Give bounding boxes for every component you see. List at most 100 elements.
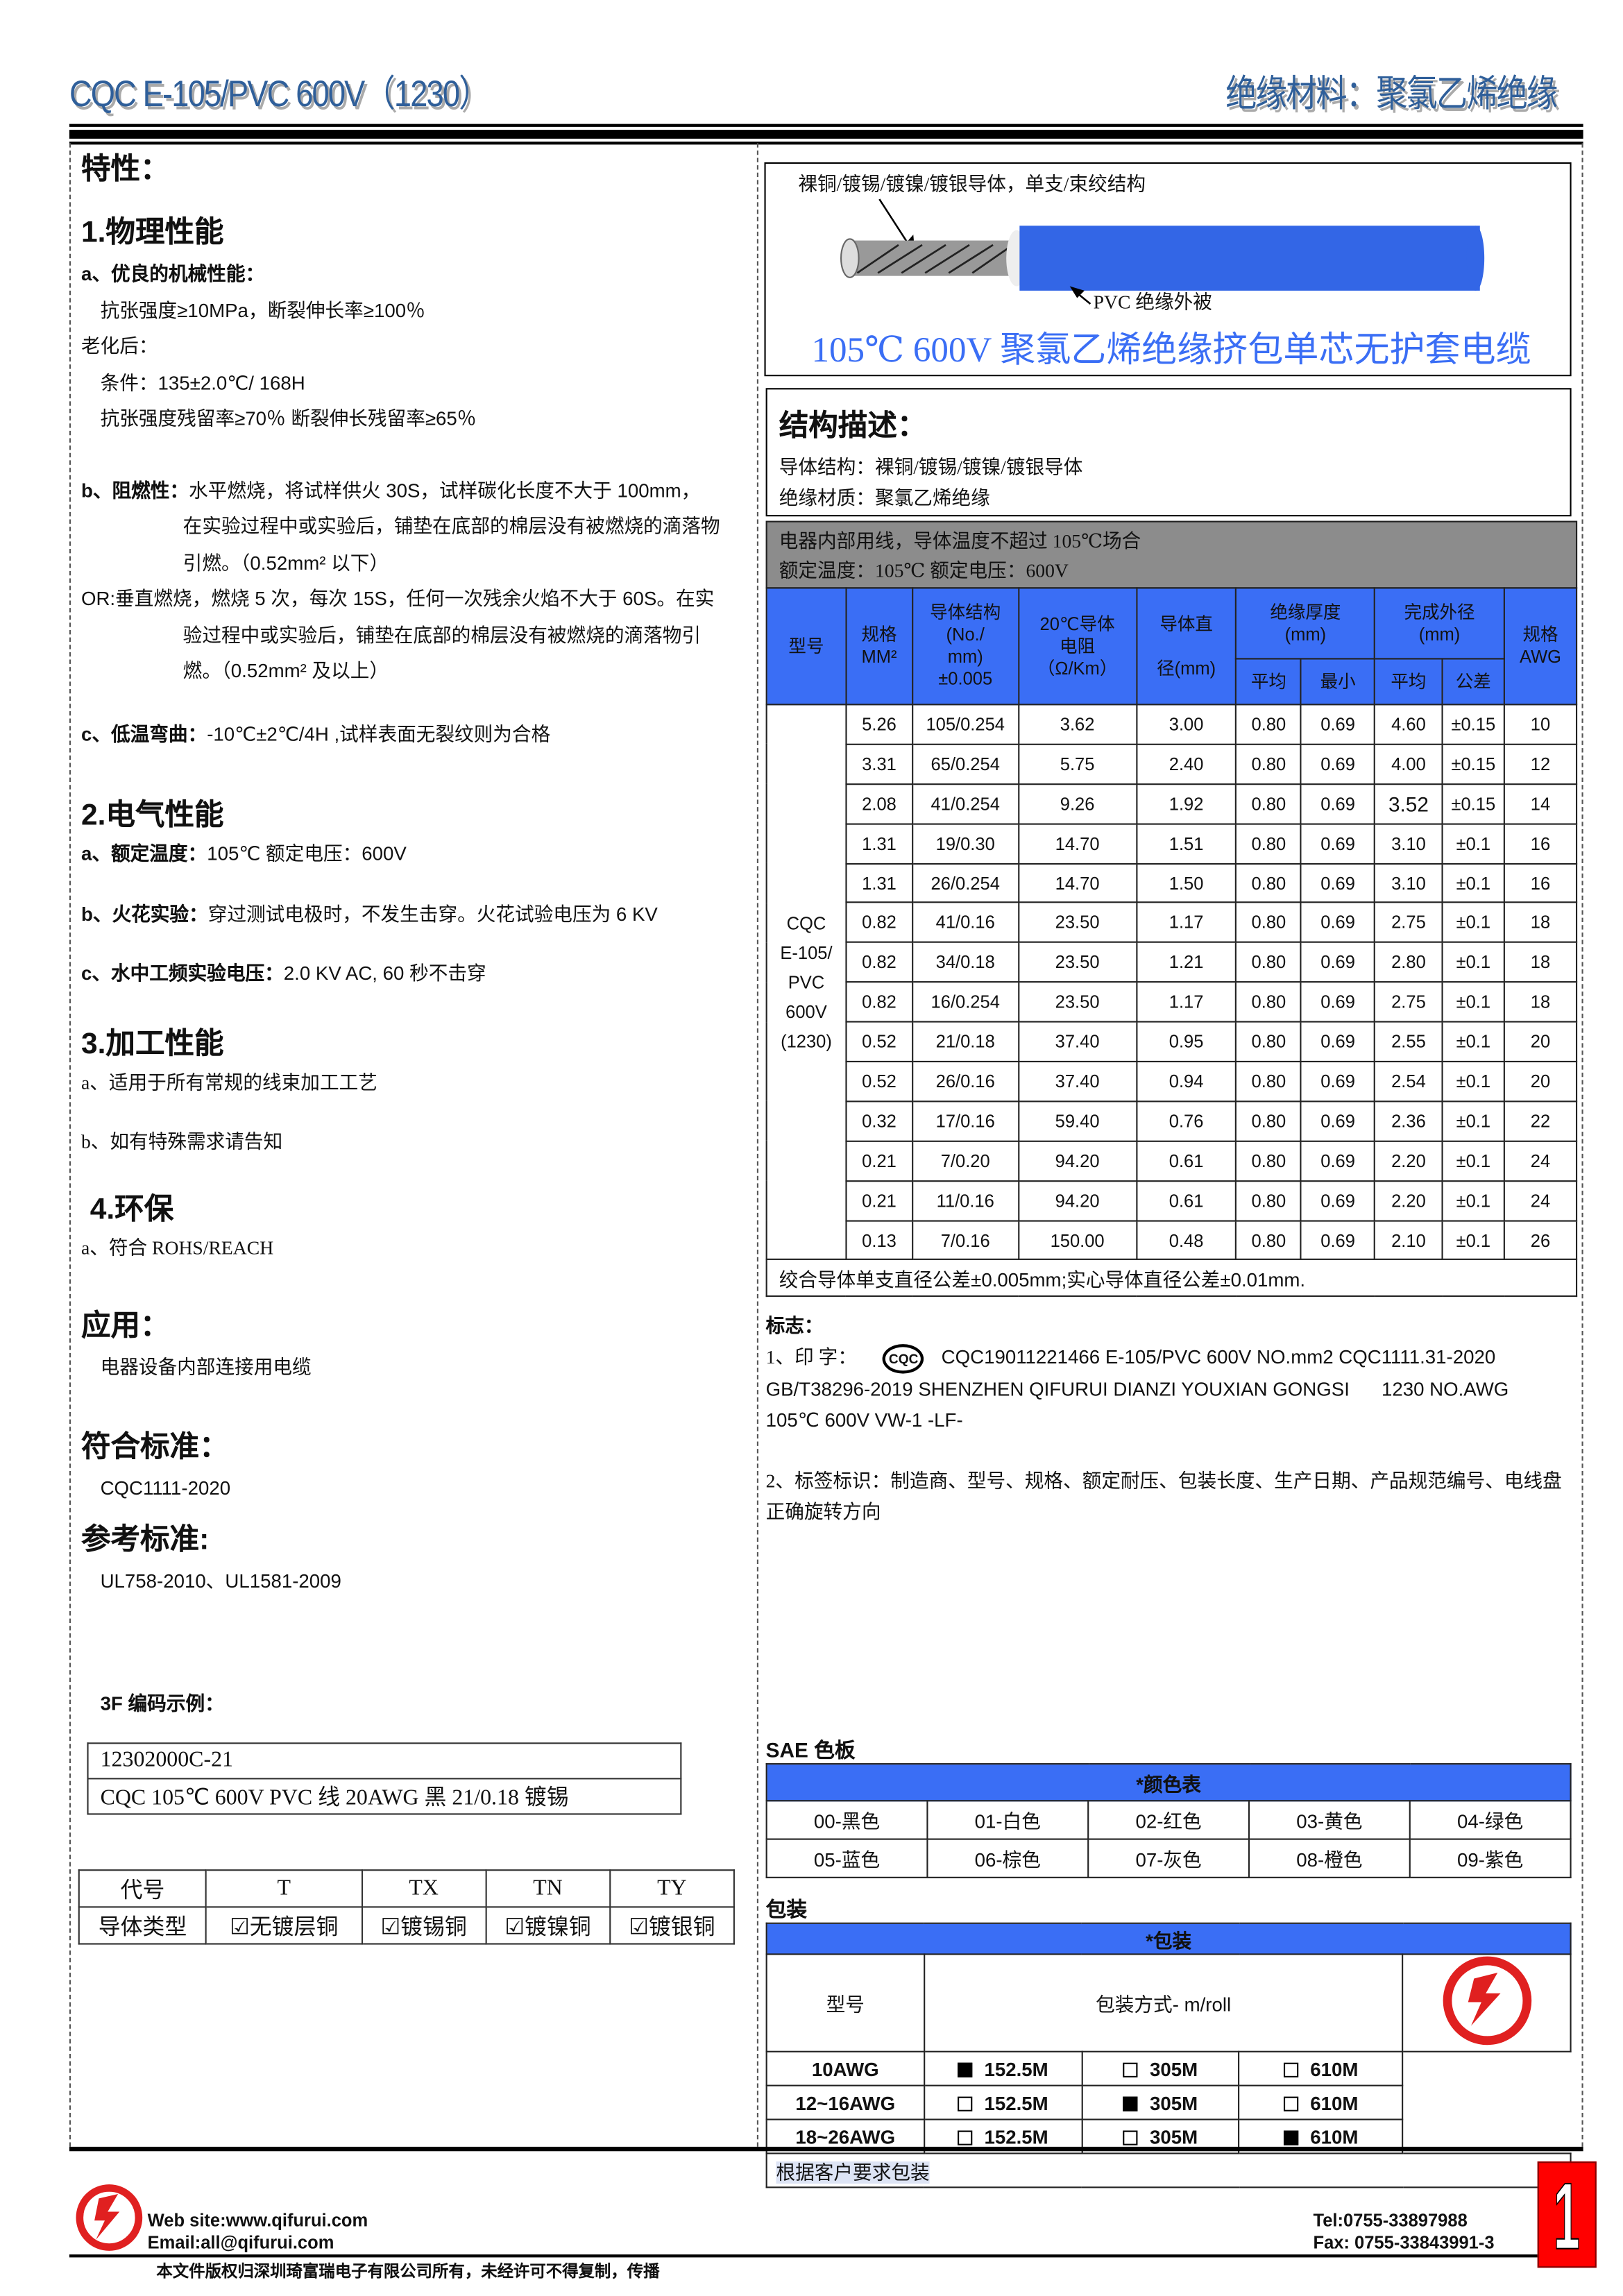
cell: 代号 — [78, 1869, 207, 1908]
footer-copyright: 本文件版权归深圳琦富瑞电子有限公司所有，未经许可不得复制，传播 — [156, 2263, 660, 2281]
table-cell: 0.32 — [845, 1100, 913, 1142]
table-cell: 3.62 — [1017, 704, 1137, 745]
table-cell: 2.10 — [1374, 1219, 1443, 1261]
vertical-flame-text: 燃。（0.52mm² 及以上） — [182, 659, 389, 682]
cell: 导体类型 — [78, 1906, 207, 1945]
col-outer-avg: 平均 — [1374, 658, 1443, 706]
col-size: 规格 MM² — [845, 587, 913, 706]
checkbox-cell: ☑镀锡铜 — [361, 1906, 487, 1945]
rated-line: 额定温度：105℃ 额定电压：600V — [779, 559, 1069, 581]
footer-email[interactable]: Email:all@qifurui.com — [147, 2232, 334, 2254]
table-cell: 0.69 — [1300, 1140, 1376, 1182]
table-row: 2.08 41/0.254 9.26 1.92 0.80 0.69 3.52 ±0.15 14 — [767, 783, 1578, 824]
packaging-option: 152.5M — [923, 2050, 1083, 2086]
spec-footnote: 绞合导体单支直径公差±0.005mm;实心导体直径公差±0.01mm. — [765, 1259, 1578, 1298]
table-cell: ±0.15 — [1441, 704, 1505, 745]
flame-text: 水平燃烧，将试样供火 30S，试样碳化长度不大于 100mm， — [189, 479, 701, 501]
table-cell: 0.80 — [1235, 942, 1302, 983]
reference-title: 参考标准: — [80, 1524, 210, 1557]
table-cell: 18 — [1503, 981, 1578, 1023]
brand-logo-icon — [76, 2184, 143, 2251]
table-cell: 2.55 — [1374, 1021, 1443, 1063]
table-cell: 0.80 — [1235, 902, 1302, 944]
table-cell: 2.75 — [1374, 981, 1443, 1023]
features-title: 特性： — [80, 153, 170, 186]
page-number-badge: 1 — [1537, 2161, 1597, 2270]
table-cell: 21/0.18 — [911, 1021, 1019, 1063]
table-cell: 0.69 — [1300, 1100, 1376, 1142]
processing-title: 3.加工性能 — [80, 1028, 224, 1060]
table-row: 0.82 41/0.16 23.50 1.17 0.80 0.69 2.75 ±0.1 18 — [767, 902, 1578, 944]
code-example-box: 12302000C-21 CQC 105℃ 600V PVC 线 20AWG 黑… — [87, 1742, 682, 1815]
page-number: 1 — [1554, 2162, 1581, 2270]
table-cell: 0.82 — [845, 981, 913, 1023]
table-cell: 0.69 — [1300, 862, 1376, 904]
col-outer: 完成外径 (mm) — [1374, 587, 1505, 660]
color-item: 00-黑色 — [765, 1800, 928, 1840]
marking-section: 标志： 1、印 字： CQC CQC19011221466 E-105/PVC … — [766, 1310, 1578, 1527]
header-title-left: CQC E-105/PVC 600V（1230） — [69, 74, 490, 115]
label-text: 2、标签标识：制造商、型号、规格、额定耐压、包装长度、生产日期、产品规范编号、电… — [765, 1469, 1562, 1523]
table-cell: 41/0.254 — [911, 783, 1019, 824]
table-cell: 37.40 — [1017, 1021, 1137, 1063]
color-item: 08-橙色 — [1248, 1838, 1411, 1878]
table-cell: 150.00 — [1017, 1219, 1137, 1261]
table-cell: 2.20 — [1374, 1140, 1443, 1182]
packaging-title: 包装 — [765, 1897, 808, 1921]
arrow-icon — [878, 198, 910, 246]
standard-text: CQC1111-2020 — [100, 1476, 231, 1499]
table-cell: 0.80 — [1235, 981, 1302, 1023]
brand-logo-cell — [1402, 1953, 1572, 2052]
color-item: 05-蓝色 — [765, 1838, 928, 1878]
col-diameter: 导体直 径(mm) — [1135, 587, 1237, 706]
table-cell: 3.10 — [1374, 862, 1443, 904]
table-cell: 18 — [1503, 942, 1578, 983]
table-cell: 0.80 — [1235, 743, 1302, 785]
packaging-option-label: 152.5M — [984, 2125, 1048, 2148]
table-cell: ±0.1 — [1441, 862, 1505, 904]
table-cell: 0.80 — [1235, 1100, 1302, 1142]
print-line1: CQC19011221466 E-105/PVC 600V NO.mm2 CQC… — [941, 1345, 1496, 1368]
unchecked-box-icon — [1123, 2129, 1138, 2145]
packaging-option: 305M — [1080, 2084, 1241, 2120]
footer-website[interactable]: Web site:www.qifurui.com — [147, 2210, 368, 2231]
color-item: 03-黄色 — [1248, 1800, 1411, 1840]
table-cell: 0.69 — [1300, 783, 1376, 824]
header-title-right: 绝缘材料：聚氯乙烯绝缘 — [1225, 74, 1558, 115]
insulation-label: PVC 绝缘外被 — [1093, 290, 1212, 313]
rated-temp-label: a、额定温度： — [80, 842, 207, 865]
aging-cond: 条件：135±2.0℃/ 168H — [100, 371, 305, 393]
table-row: 0.52 26/0.16 37.40 0.94 0.80 0.69 2.54 ±0.1 20 — [767, 1060, 1578, 1103]
table-cell: 16/0.254 — [911, 981, 1019, 1023]
cqc-logo-icon: CQC — [883, 1344, 924, 1374]
table-cell: 65/0.254 — [911, 743, 1019, 785]
col-resistance: 20℃导体 电阻 （Ω/Km） — [1017, 587, 1137, 706]
packaging-row: 12~16AWG 152.5M 305M 610M — [765, 2084, 1571, 2120]
table-cell: 18 — [1503, 902, 1578, 944]
cell: TY — [609, 1869, 735, 1908]
spark-label: b、火花实验： — [80, 902, 208, 925]
conductor-label: 裸铜/镀锡/镀镍/镀银导体，单支/束绞结构 — [798, 172, 1146, 195]
table-cell: 105/0.254 — [911, 704, 1019, 745]
packaging-option: 610M — [1238, 2050, 1404, 2086]
table-cell: ±0.15 — [1441, 743, 1505, 785]
packaging-table: *包装 型号 包装方式- m/roll 10AWG 152.5M 305M 610M 1… — [765, 1922, 1572, 2188]
table-cell: ±0.1 — [1441, 1219, 1505, 1261]
table-cell: 4.00 — [1374, 743, 1443, 785]
table-cell: 17/0.16 — [911, 1100, 1019, 1142]
model-cell: CQC E-105/ PVC 600V (1230) — [765, 704, 847, 1261]
structure-conductor: 导体结构：裸铜/镀锡/镀镍/镀银导体 — [779, 456, 1083, 478]
table-cell: 9.26 — [1017, 783, 1137, 824]
checked-box-icon — [958, 2061, 973, 2077]
table-cell: 0.80 — [1235, 1219, 1302, 1261]
table-cell: 41/0.16 — [911, 902, 1019, 944]
table-cell: ±0.1 — [1441, 1140, 1505, 1182]
table-cell: 0.80 — [1235, 1180, 1302, 1221]
table-cell: 1.17 — [1135, 981, 1237, 1023]
table-row: 0.82 16/0.254 23.50 1.17 0.80 0.69 2.75 ±0.1 18 — [767, 981, 1578, 1023]
checked-box-icon — [1283, 2129, 1299, 2145]
marking-title: 标志： — [765, 1314, 824, 1337]
table-cell: 0.69 — [1300, 1180, 1376, 1221]
table-cell: ±0.1 — [1441, 1060, 1505, 1103]
